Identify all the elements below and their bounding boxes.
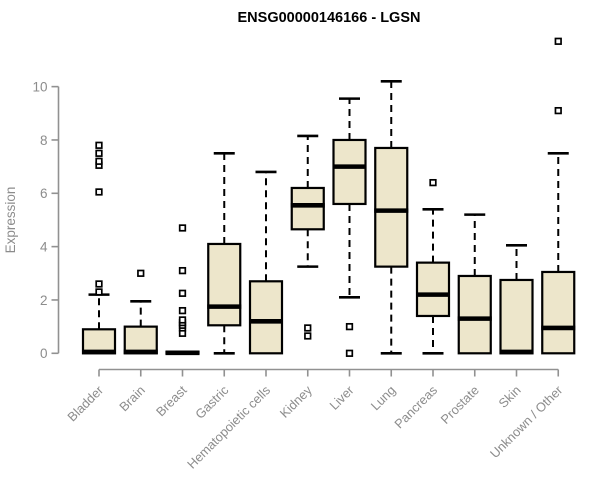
iqr-box <box>123 325 158 355</box>
x-tick-label: Unknown / Other <box>487 382 566 461</box>
boxplot-group-kidney <box>290 134 325 340</box>
x-tick-label: Prostate <box>438 383 482 427</box>
outlier-marker <box>95 288 103 296</box>
boxplot-group-liver <box>332 97 367 357</box>
outlier-marker <box>554 37 562 45</box>
boxplot-group-gastric <box>207 151 242 355</box>
x-tick-label: Breast <box>153 382 190 419</box>
boxplot-group-breast <box>165 224 200 356</box>
x-tick-label: Kidney <box>277 382 316 421</box>
x-tick-label: Lung <box>368 383 399 414</box>
iqr-box <box>457 274 492 355</box>
boxplot-group-lung <box>374 79 409 355</box>
y-tick-label: 2 <box>40 293 48 308</box>
x-tick-label: Bladder <box>64 382 106 424</box>
iqr-box <box>290 186 325 231</box>
outlier-marker <box>554 106 562 115</box>
boxplot-group-brain <box>123 269 158 355</box>
iqr-box <box>248 280 284 355</box>
iqr-box <box>332 138 367 206</box>
outlier-marker <box>95 141 103 149</box>
outlier-marker <box>95 157 103 165</box>
outlier-marker <box>304 324 312 332</box>
y-tick-label: 4 <box>40 239 48 254</box>
boxplot-group-pancreas <box>415 178 451 355</box>
plot-area <box>81 37 576 357</box>
iqr-box <box>81 328 117 355</box>
outlier-marker <box>178 306 187 315</box>
y-tick-label: 6 <box>40 186 48 201</box>
outlier-marker <box>178 316 187 324</box>
outlier-marker <box>95 280 103 288</box>
outlier-marker <box>178 266 187 275</box>
boxplot-group-prostate <box>457 213 492 355</box>
chart-title: ENSG00000146166 - LGSN <box>238 10 421 26</box>
outlier-marker <box>345 322 354 331</box>
y-axis-label: Expression <box>3 187 18 254</box>
outlier-marker <box>137 269 145 277</box>
iqr-box <box>415 261 451 318</box>
outlier-marker <box>95 188 103 196</box>
iqr-box <box>499 278 534 355</box>
y-tick-label: 8 <box>40 133 48 148</box>
outlier-marker <box>178 289 187 297</box>
x-tick-label: Gastric <box>192 382 232 422</box>
y-tick-label: 0 <box>40 346 48 361</box>
x-tick-label: Pancreas <box>391 383 440 432</box>
x-tick-label: Liver <box>326 382 357 413</box>
iqr-box <box>374 146 409 268</box>
x-tick-label: Skin <box>495 383 523 411</box>
y-axis: 0 2 4 6 8 10 <box>32 79 60 361</box>
x-tick-label: Brain <box>116 383 148 415</box>
outlier-marker <box>345 349 354 357</box>
boxplot-group-bladder <box>81 141 117 355</box>
outlier-marker <box>95 149 103 157</box>
boxplot-group-skin <box>499 243 534 355</box>
iqr-box <box>541 270 576 355</box>
y-tick-label: 10 <box>32 79 47 94</box>
boxplot-group-unknown-other <box>541 37 576 355</box>
outlier-marker <box>304 332 312 340</box>
outlier-marker <box>429 178 437 187</box>
outlier-marker <box>178 224 187 232</box>
boxplot-group-hematopoietic-cells <box>248 170 284 355</box>
iqr-box <box>207 242 242 327</box>
